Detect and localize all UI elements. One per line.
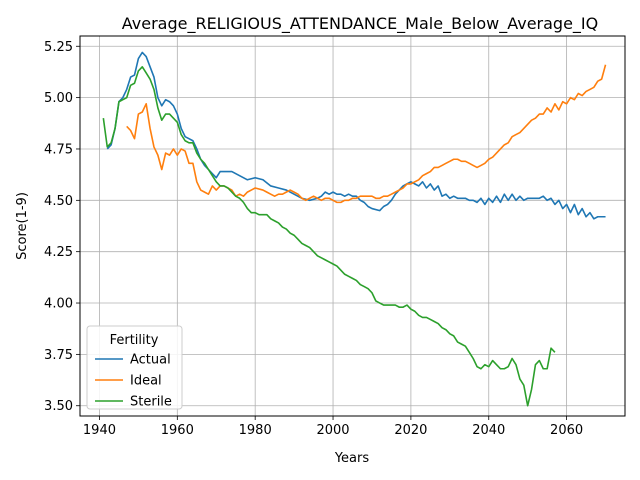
y-axis: 3.50 3.75 4.00 4.25 4.50 4.75 5.00 5.25 (44, 40, 80, 414)
y-tick-label: 5.25 (44, 40, 73, 55)
y-tick-label: 3.75 (44, 348, 73, 363)
y-tick-label: 4.00 (44, 297, 73, 312)
y-tick-label: 4.50 (44, 194, 73, 209)
x-tick-label: 2060 (550, 423, 583, 438)
x-tick-label: 1940 (83, 423, 116, 438)
x-tick-label: 1980 (239, 423, 272, 438)
x-axis-label: Years (334, 451, 370, 466)
y-tick-label: 5.00 (44, 91, 73, 106)
series-layer (102, 51, 607, 407)
series-line-actual (106, 51, 606, 220)
x-tick-label: 1960 (161, 423, 194, 438)
legend-label-sterile: Sterile (130, 395, 172, 410)
series-line-ideal (126, 64, 607, 204)
legend: Fertility Actual Ideal Sterile (86, 325, 183, 410)
legend-box (86, 325, 183, 410)
y-tick-label: 4.75 (44, 142, 73, 157)
x-tick-label: 2000 (316, 423, 349, 438)
y-tick-label: 3.50 (44, 399, 73, 414)
legend-entries: Actual Ideal Sterile (95, 353, 172, 410)
series-line-sterile (102, 66, 556, 407)
x-axis: 1940 1960 1980 2000 2020 2040 2060 (83, 416, 583, 438)
x-tick-label: 2040 (472, 423, 505, 438)
chart-title: Average_RELIGIOUS_ATTENDANCE_Male_Below_… (122, 14, 598, 34)
legend-label-ideal: Ideal (130, 374, 162, 389)
y-axis-label: Score(1-9) (15, 192, 30, 260)
legend-title: Fertility (110, 333, 159, 348)
legend-label-actual: Actual (130, 353, 171, 368)
y-tick-label: 4.25 (44, 245, 73, 260)
x-tick-label: 2020 (394, 423, 427, 438)
plot-frame (79, 35, 626, 417)
